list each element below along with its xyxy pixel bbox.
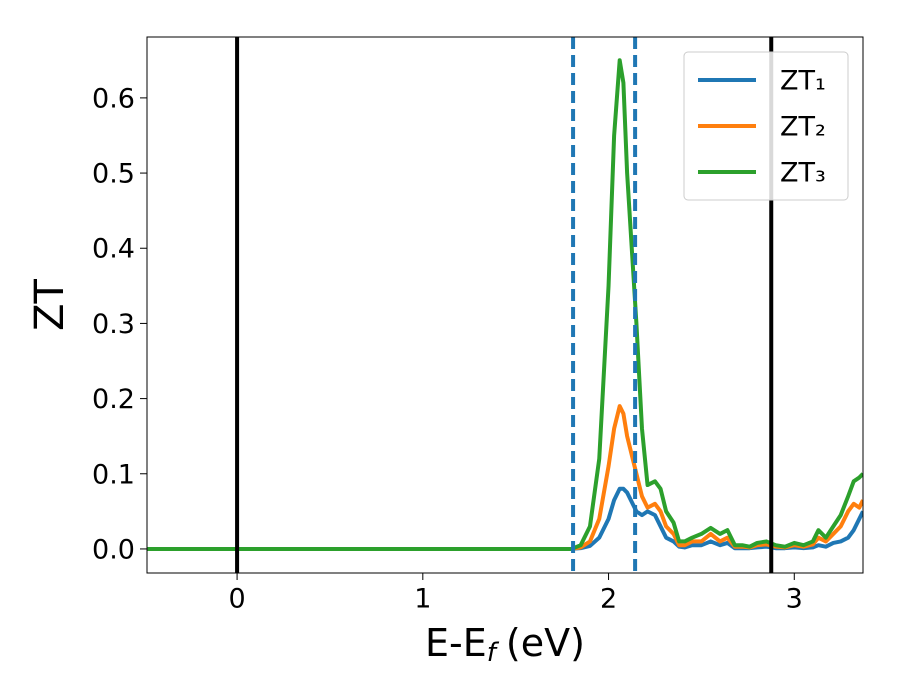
y-tick-label: 0.3 [92,309,135,340]
plot-area [147,37,863,573]
x-tick-label: 3 [786,584,803,615]
x-tick-label: 1 [414,584,431,615]
legend-box [683,51,849,201]
legend-label: ZT₃ [780,158,826,189]
series-line [147,486,863,551]
y-tick-label: 0.5 [92,159,135,190]
axes: 0.0 0.1 0.2 0.3 0.4 0.5 0.6 0 1 2 3 [92,83,803,614]
y-tick-label: 0.6 [92,83,135,114]
y-tick-label: 0.4 [92,234,135,265]
x-axis-label: E-Ef (eV) [425,621,585,668]
series-line [147,404,863,551]
legend-label: ZT₂ [780,112,826,143]
legend-label: ZT₁ [780,66,826,97]
x-label-main: E-E [425,621,487,665]
legend: ZT₁ ZT₂ ZT₃ [683,51,849,201]
series-line [147,58,863,551]
x-tick-label: 2 [600,584,617,615]
axes-frame [146,36,864,574]
y-axis-label: ZT [27,279,73,331]
y-tick-label: 0.2 [92,384,135,415]
x-label-unit: (eV) [506,621,585,665]
x-tick-label: 0 [228,584,245,615]
y-tick-label: 0.0 [92,534,135,565]
y-tick-label: 0.1 [92,459,135,490]
